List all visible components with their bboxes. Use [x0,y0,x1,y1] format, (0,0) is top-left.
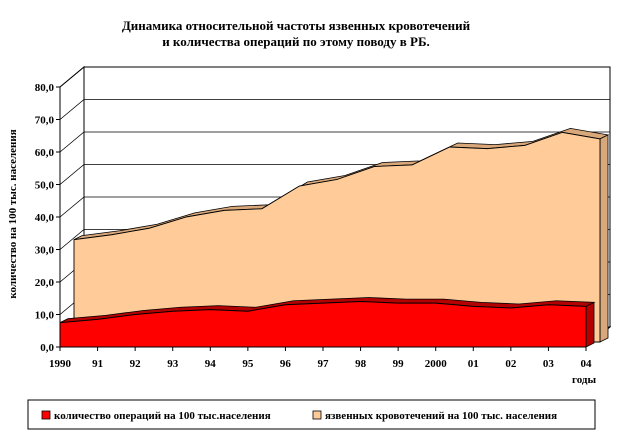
y-tick-labels: 0,0 10,0 20,0 30,0 40,0 50,0 60,0 70,0 80,0 [35,82,60,354]
x-tick-label: 99 [393,358,405,370]
x-tick-label: 98 [355,358,367,370]
legend-swatch-bleedings [312,410,322,420]
legend: количество операций на 100 тыс.населения… [27,399,596,430]
gridline [59,66,610,88]
legend-swatch-operations [41,410,51,420]
x-tick-label: 91 [92,358,103,370]
series-operations-side [585,301,595,348]
series-operations-area [59,301,587,348]
x-tick-label: 03 [543,358,555,370]
x-axis-label: годы [572,374,596,386]
x-tick-label: 93 [167,358,179,370]
legend-label-operations: количество операций на 100 тыс.населения [54,410,271,422]
chart-title-line-2: и количества операций по этому поводу в … [162,34,430,49]
y-axis-label: количество на 100 тыс. населения [7,129,19,298]
x-tick-label: 92 [130,358,142,370]
x-tick-label: 97 [318,358,330,370]
y-tick-label: 40,0 [35,212,55,224]
legend-frame [27,399,596,430]
x-tick-label: 2000 [425,358,448,370]
y-tick-label: 50,0 [35,180,55,192]
y-tick-label: 80,0 [35,82,55,94]
data-areas [59,127,610,348]
series-bleedings-area [73,131,601,343]
chart-title-line-1: Динамика относительной частоты язвенных … [122,18,471,33]
y-tick-label: 20,0 [35,277,55,289]
x-tick-label: 96 [280,358,292,370]
y-tick-label: 10,0 [35,310,55,322]
x-tick-label: 01 [468,358,479,370]
x-tick-label: 95 [242,358,254,370]
chart-title: Динамика относительной частоты язвенных … [122,18,471,49]
legend-label-bleedings: язвенных кровотечений на 100 тыс. населе… [325,410,557,422]
y-tick-label: 30,0 [35,245,55,257]
x-tick-label: 94 [205,358,217,370]
x-tick-label: 04 [581,358,593,370]
y-tick-label: 70,0 [35,115,55,127]
gridline [59,99,610,120]
gridline [59,131,610,153]
y-tick-label: 60,0 [35,147,55,159]
x-tick-label: 02 [505,358,517,370]
x-tick-label: 1990 [49,358,72,370]
series-bleedings-side [599,134,609,343]
x-tick-labels: 1990 91 92 93 94 95 96 97 98 99 2000 01 02 03 04 [49,347,592,370]
y-tick-label: 0,0 [40,342,54,354]
